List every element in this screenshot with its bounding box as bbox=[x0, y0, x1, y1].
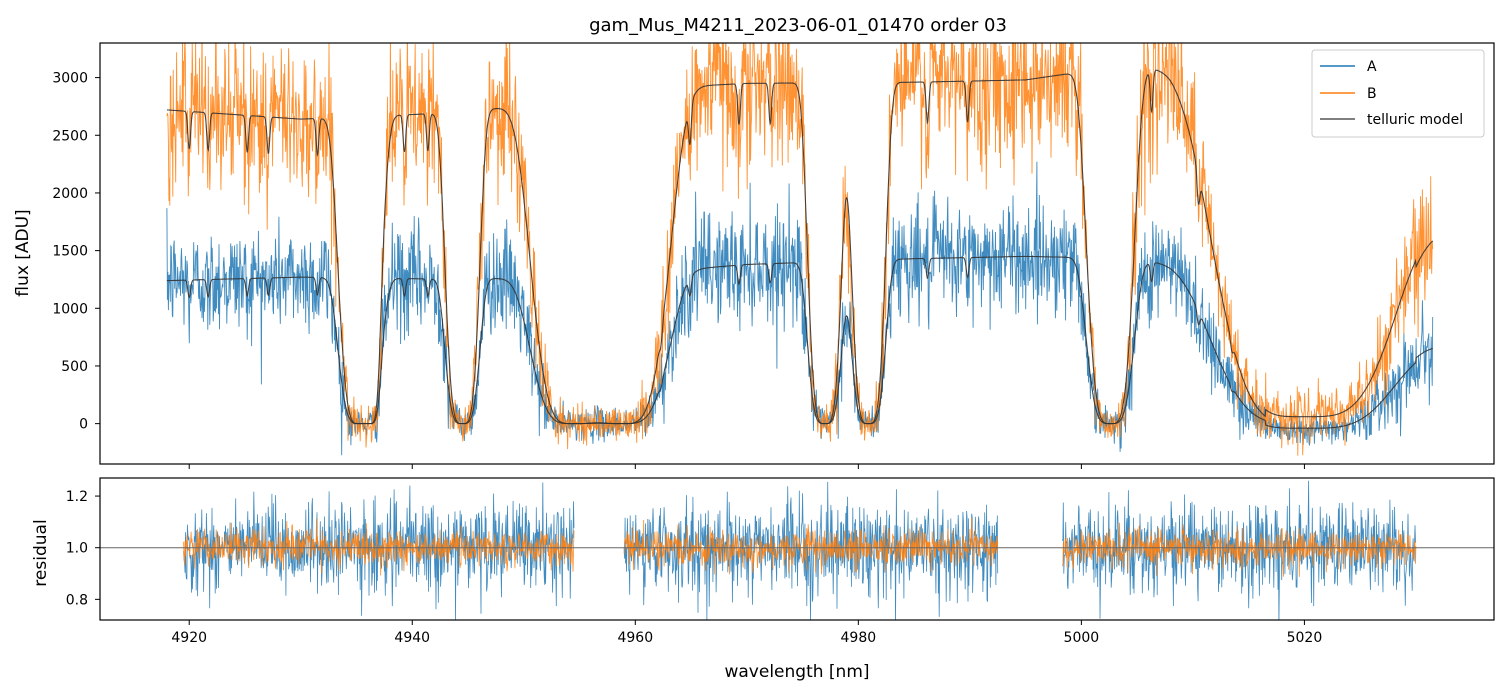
residual-y-tick-label: 1.2 bbox=[66, 489, 88, 505]
legend-label-telluric: telluric model bbox=[1367, 112, 1463, 128]
telluric-model-a-line bbox=[166, 255, 1433, 429]
residual-x-tick-label: 4960 bbox=[617, 630, 653, 646]
residual-axes-frame bbox=[99, 477, 1495, 621]
series-b-line bbox=[166, 43, 1434, 456]
flux-y-tick-label: 1500 bbox=[52, 244, 88, 260]
residual-x-tick-label: 4940 bbox=[394, 630, 430, 646]
flux-axes: 0 500 1000 1500 2000 2500 3000 flux [ADU] bbox=[13, 42, 1495, 469]
legend-label-a: A bbox=[1367, 59, 1377, 75]
flux-y-tick-label: 1000 bbox=[52, 301, 88, 317]
residual-axis-label: residual bbox=[31, 519, 51, 586]
wavelength-axis-label: wavelength [nm] bbox=[724, 662, 869, 682]
legend-box bbox=[1311, 49, 1485, 138]
residual-x-tick-label: 5020 bbox=[1287, 630, 1323, 646]
flux-y-tick-label: 500 bbox=[61, 359, 88, 375]
flux-y-tick-label: 3000 bbox=[52, 71, 88, 87]
series-a-line bbox=[166, 161, 1434, 456]
telluric-model-b-line bbox=[166, 69, 1434, 425]
flux-axis-label: flux [ADU] bbox=[13, 209, 33, 296]
legend: A B telluric model bbox=[1311, 49, 1485, 138]
legend-label-b: B bbox=[1367, 86, 1377, 102]
residual-x-tick-label: 4980 bbox=[841, 630, 877, 646]
flux-y-tick-label: 2500 bbox=[52, 128, 88, 144]
chart-title: gam_Mus_M4211_2023-06-01_01470 order 03 bbox=[589, 15, 1007, 36]
residual-axes: 4920 4940 4960 4980 5000 5020 0.8 1.0 1.2 resid… bbox=[31, 477, 1495, 682]
residual-b-line bbox=[183, 517, 1417, 577]
flux-y-tick-label: 0 bbox=[79, 417, 88, 433]
flux-y-tick-label: 2000 bbox=[52, 186, 88, 202]
residual-y-tick-label: 0.8 bbox=[66, 592, 88, 608]
residual-x-tick-label: 4920 bbox=[171, 630, 207, 646]
residual-y-tick-label: 1.0 bbox=[66, 541, 88, 557]
flux-axes-frame bbox=[99, 42, 1495, 465]
residual-x-tick-label: 5000 bbox=[1064, 630, 1100, 646]
